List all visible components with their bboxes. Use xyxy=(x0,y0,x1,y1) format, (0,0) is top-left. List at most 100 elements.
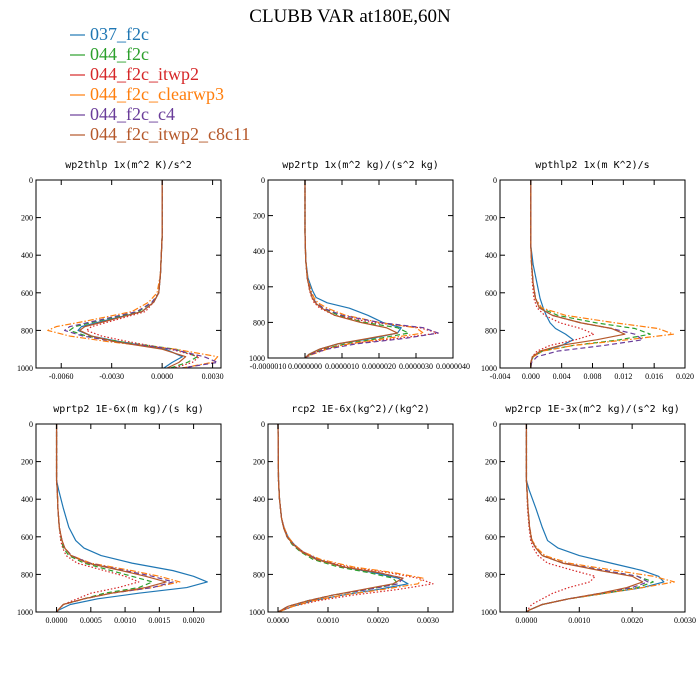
series-line-044_f2c_clearwp3 xyxy=(530,180,675,368)
y-tick-label: 800 xyxy=(485,570,497,579)
y-tick-label: 400 xyxy=(253,247,265,256)
y-tick-label: 800 xyxy=(21,570,33,579)
x-tick-label: 0.0000000 xyxy=(288,362,322,371)
y-tick-label: 400 xyxy=(21,251,33,260)
y-tick-label: 600 xyxy=(253,283,265,292)
x-tick-label: 0.0000 xyxy=(46,616,68,625)
series-line-044_f2c_c4 xyxy=(63,180,219,368)
panel-title: rcp2 1E-6x(kg^2)/(kg^2) xyxy=(291,404,429,415)
series-line-044_f2c_itwp2 xyxy=(525,424,596,612)
series-line-044_f2c_c4 xyxy=(304,180,439,358)
legend: 037_f2c044_f2c044_f2c_itwp2044_f2c_clear… xyxy=(70,24,250,144)
panel-title: wp2rcp 1E-3x(m^2 kg)/(s^2 kg) xyxy=(505,404,680,415)
x-tick-label: -0.0030 xyxy=(99,372,124,381)
series-line-044_f2c_itwp2_c8c11 xyxy=(277,424,404,612)
x-tick-label: 0.0000 xyxy=(515,616,537,625)
y-tick-label: 600 xyxy=(21,533,33,542)
x-tick-label: 0.0000 xyxy=(151,372,173,381)
series-line-044_f2c_c4 xyxy=(55,424,174,612)
series-line-044_f2c xyxy=(525,424,654,612)
y-tick-label: 600 xyxy=(485,533,497,542)
panel-5: rcp2 1E-6x(kg^2)/(kg^2) 0 200 400 600 800 1000… xyxy=(249,404,454,625)
series-line-044_f2c_clearwp3 xyxy=(277,424,424,612)
x-tick-label: 0.0030 xyxy=(417,616,439,625)
panel-title: wprtp2 1E-6x(m kg)/(s kg) xyxy=(53,404,204,415)
y-tick-label: 0 xyxy=(493,176,497,185)
series-line-044_f2c xyxy=(55,424,154,612)
series-line-037_f2c xyxy=(55,424,208,612)
legend-entry: 044_f2c_c4 xyxy=(90,104,175,124)
x-tick-label: 0.0000030 xyxy=(399,362,433,371)
y-tick-label: 400 xyxy=(485,251,497,260)
series-line-037_f2c xyxy=(530,180,574,368)
legend-entry: 044_f2c xyxy=(90,44,149,64)
x-tick-label: 0.0020 xyxy=(621,616,643,625)
x-tick-label: 0.0020 xyxy=(367,616,389,625)
plot-frame xyxy=(499,423,686,613)
series-line-044_f2c_itwp2_c8c11 xyxy=(79,180,187,368)
x-tick-label: 0.0030 xyxy=(202,372,224,381)
legend-entry: 044_f2c_itwp2 xyxy=(90,64,199,84)
y-tick-label: 1000 xyxy=(249,608,265,617)
series-line-044_f2c xyxy=(69,180,199,368)
legend-entry: 044_f2c_clearwp3 xyxy=(90,84,224,104)
panel-1: wp2thlp 1x(m^2 K)/s^2 0 200 400 600 800 1000 -0… xyxy=(17,160,224,381)
y-tick-label: 400 xyxy=(21,495,33,504)
x-tick-label: 0.0010 xyxy=(114,616,136,625)
y-tick-label: 400 xyxy=(253,495,265,504)
y-tick-label: 1000 xyxy=(249,354,265,363)
y-tick-label: 200 xyxy=(485,214,497,223)
plot-frame xyxy=(35,423,222,613)
panel-6: wp2rcp 1E-3x(m^2 kg)/(s^2 kg) 0 200 400 600 8… xyxy=(481,404,696,625)
x-tick-label: 0.0005 xyxy=(80,616,102,625)
panel-2: wp2rtp 1x(m^2 kg)/(s^2 kg) 0 200 400 600 800 1… xyxy=(249,160,470,371)
y-tick-label: 800 xyxy=(485,326,497,335)
panels: wp2thlp 1x(m^2 K)/s^202004006008001000-0… xyxy=(17,160,696,625)
x-tick-label: 0.0010 xyxy=(317,616,339,625)
y-tick-label: 800 xyxy=(253,318,265,327)
series-line-044_f2c_itwp2 xyxy=(530,180,595,368)
plot-frame xyxy=(35,179,222,369)
y-tick-label: 200 xyxy=(21,458,33,467)
figure-title: CLUBB VAR at180E,60N xyxy=(249,6,451,27)
series-line-044_f2c xyxy=(530,180,651,368)
x-tick-label: 0.004 xyxy=(553,372,571,381)
series-line-044_f2c_clearwp3 xyxy=(47,180,219,368)
series-line-044_f2c_itwp2 xyxy=(55,424,140,612)
panel-title: wpthlp2 1x(m K^2)/s xyxy=(535,160,649,171)
y-tick-label: 600 xyxy=(21,289,33,298)
series-line-044_f2c_itwp2_c8c11 xyxy=(304,180,399,358)
panel-title: wp2rtp 1x(m^2 kg)/(s^2 kg) xyxy=(282,160,439,171)
y-tick-label: 200 xyxy=(253,212,265,221)
series-line-037_f2c xyxy=(277,424,409,612)
series-line-044_f2c_itwp2 xyxy=(277,424,434,612)
panel-4: wprtp2 1E-6x(m kg)/(s kg) 0 200 400 600 800 10… xyxy=(17,404,222,625)
y-tick-label: 1000 xyxy=(481,608,497,617)
panel-title: wp2thlp 1x(m^2 K)/s^2 xyxy=(65,160,191,171)
y-tick-label: 1000 xyxy=(481,364,497,373)
y-tick-label: 0 xyxy=(29,420,33,429)
x-tick-label: 0.012 xyxy=(614,372,632,381)
y-tick-label: 0 xyxy=(261,176,265,185)
series-line-044_f2c_itwp2 xyxy=(304,180,439,358)
x-tick-label: 0.008 xyxy=(584,372,602,381)
y-tick-label: 0 xyxy=(261,420,265,429)
plot-frame xyxy=(267,423,454,613)
x-tick-label: 0.0020 xyxy=(183,616,205,625)
x-tick-label: 0.0000040 xyxy=(436,362,470,371)
y-tick-label: 600 xyxy=(253,533,265,542)
plot-frame xyxy=(267,179,454,359)
series-line-044_f2c_c4 xyxy=(277,424,404,612)
x-tick-label: 0.0010 xyxy=(568,616,590,625)
x-tick-label: -0.004 xyxy=(490,372,511,381)
series-line-044_f2c_itwp2_c8c11 xyxy=(55,424,167,612)
y-tick-label: 400 xyxy=(485,495,497,504)
x-tick-label: 0.000 xyxy=(522,372,540,381)
series-line-044_f2c xyxy=(277,424,399,612)
y-tick-label: 0 xyxy=(493,420,497,429)
legend-entry: 037_f2c xyxy=(90,24,149,44)
y-tick-label: 600 xyxy=(485,289,497,298)
x-tick-label: 0.016 xyxy=(645,372,663,381)
x-tick-label: 0.0015 xyxy=(148,616,170,625)
